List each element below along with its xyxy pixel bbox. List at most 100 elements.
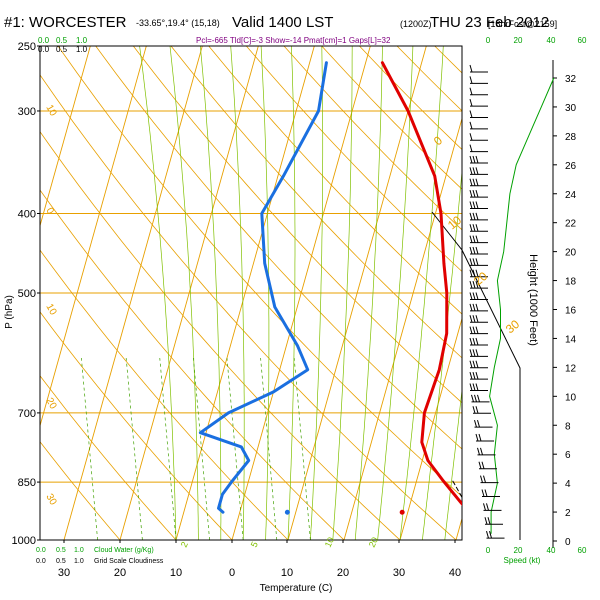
wind-barb-flag (469, 371, 473, 380)
wind-barb-flag (474, 394, 477, 403)
cloudiness-scale-label: 1.0 (74, 558, 84, 565)
wind-barb-flag (477, 447, 480, 456)
wind-barb (469, 201, 488, 209)
wind-barb-flag (469, 258, 473, 266)
wind-panel (469, 64, 555, 539)
pressure-tick-label: 700 (18, 408, 36, 420)
wind-barb-flag (481, 489, 485, 497)
dry-adiabat (396, 46, 462, 112)
wind-barb-flag (469, 337, 473, 346)
wind-barb-flag (469, 155, 473, 164)
wind-barb-flag (469, 121, 473, 130)
wind-barb-flag (475, 178, 479, 186)
wind-barb (469, 87, 488, 96)
height-tick-label: 20 (565, 248, 577, 259)
wind-barb-flag (469, 269, 473, 277)
dry-adiabat (548, 46, 600, 551)
wind-barb-flag (475, 246, 479, 255)
wind-barb (469, 337, 488, 346)
dry-adiabat (40, 130, 401, 540)
wind-barb-flag (478, 461, 482, 469)
pressure-tick-label: 1000 (12, 535, 36, 547)
temperature-tick-label: 40 (449, 567, 461, 579)
wind-speed-profile (489, 77, 555, 534)
moist-adiabat-label: 10 (323, 536, 336, 549)
wind-barb-flag (469, 76, 473, 84)
dry-adiabat-label: 0 (431, 133, 445, 148)
moist-adiabat (260, 46, 270, 540)
wind-barb (469, 383, 488, 391)
wind-barb-flag (483, 475, 486, 483)
dry-adiabat (57, 46, 462, 497)
isotherm-line (399, 316, 462, 540)
wind-barb (469, 269, 488, 278)
wind-barb-flag (469, 349, 473, 357)
wind-barb-flag (469, 212, 473, 221)
dry-adiabat (95, 46, 462, 450)
wind-barb-flag (487, 517, 491, 525)
height-tick-label: 32 (565, 74, 577, 85)
dry-adiabat (40, 189, 345, 540)
wind-barb-flag (469, 303, 473, 312)
moist-adiabat (169, 46, 199, 540)
wind-barb-flag (475, 189, 479, 198)
station-title: #1: WORCESTER (4, 14, 127, 31)
dry-adiabat (359, 46, 462, 151)
moist-adiabat (310, 46, 324, 540)
wind-barb-flag (475, 349, 479, 357)
top-scale-green-label: 1.0 (76, 36, 88, 45)
y-axis-title: P (hPa) (4, 295, 15, 329)
dry-adiabat-label: 30 (503, 317, 522, 337)
height-tick-label: 18 (565, 277, 577, 288)
wind-barb-flag (469, 326, 473, 334)
wind-barb-flag (475, 280, 479, 289)
isotherm-line (509, 31, 600, 550)
moist-adiabat (377, 46, 414, 540)
grid-boundary-line (431, 211, 521, 540)
height-tick-label: 14 (565, 334, 577, 345)
wind-barb-flag (475, 337, 479, 346)
mixing-ratio-line (226, 357, 244, 540)
isotherm-line (40, 46, 147, 428)
height-tick-label: 0 (565, 537, 571, 548)
wind-barb-flag (478, 433, 482, 442)
cloud-water-scale-label: 0.5 (56, 547, 66, 554)
wind-barb (469, 246, 488, 255)
wind-barb-flag (483, 503, 486, 511)
temperature-tick-label: 20 (337, 567, 349, 579)
moist-adiabat (139, 46, 177, 540)
wind-barb (469, 121, 488, 130)
wind-barb-flag (472, 167, 476, 175)
wind-barb-flag (472, 326, 476, 334)
height-axis-title: Height (1000 Feet) (527, 254, 539, 346)
height-tick-label: 12 (565, 363, 577, 374)
wind-speed-top-label: 20 (514, 36, 523, 45)
wind-barb-flag (477, 419, 480, 428)
dry-adiabat (434, 46, 462, 74)
station-coords: -33.65°,19.4° (15,18) (136, 18, 220, 28)
isotherm-label: 10 (43, 302, 58, 318)
wind-barb (478, 461, 497, 470)
top-scale-black-label: 1.0 (76, 45, 88, 54)
wind-barb-flag (475, 269, 479, 277)
dry-adiabat (40, 311, 233, 540)
wind-speed-bottom-label: 20 (514, 546, 523, 555)
wind-barb-flag (484, 489, 488, 497)
wind-barb-flag (472, 201, 476, 209)
wind-barb-flag (469, 64, 473, 73)
wind-barb-flag (475, 433, 479, 442)
axes (37, 45, 557, 548)
pressure-tick-label: 400 (18, 208, 36, 220)
valid-date: THU 23 Feb 2012 (430, 14, 550, 31)
dewpoint-line (198, 61, 328, 514)
wind-barb-flag (472, 406, 476, 414)
moist-adiabat (444, 387, 462, 540)
wind-barb-flag (469, 110, 473, 118)
wind-barb (474, 419, 493, 428)
wind-barb-flag (474, 419, 477, 428)
forecast-hour: [18hrFcst@2159] (488, 19, 558, 29)
temperature-tick-label: 10 (170, 567, 182, 579)
wind-barb (469, 235, 488, 244)
wind-barb (469, 292, 488, 300)
